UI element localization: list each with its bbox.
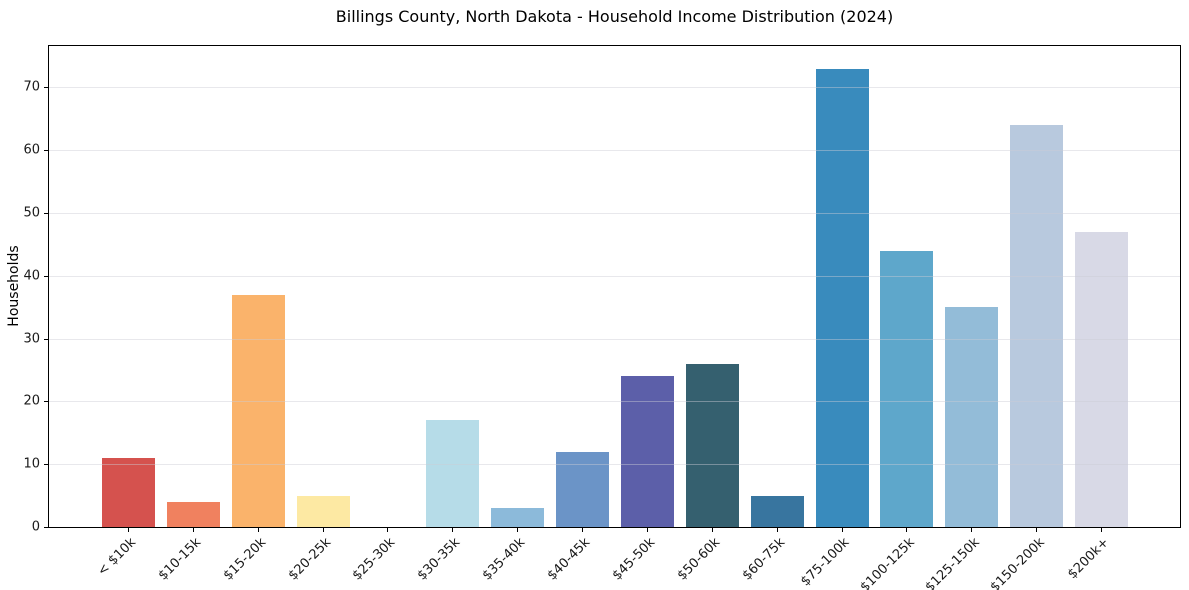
bar-40-45k	[556, 451, 610, 527]
x-tick-mark	[387, 528, 389, 532]
y-tick-mark	[44, 527, 48, 528]
y-tick-label: 30	[23, 331, 40, 347]
bar-20-25k	[296, 495, 350, 527]
bar-125-150k	[945, 307, 999, 527]
y-tick-label: 10	[23, 456, 40, 472]
x-tick-mark	[582, 528, 584, 532]
x-tick-mark	[257, 528, 259, 532]
bar-60-75k	[750, 495, 804, 527]
bar-150-200k	[1010, 125, 1064, 527]
y-tick-mark	[44, 87, 48, 89]
y-tick-label: 60	[23, 142, 40, 158]
bar-35-40k	[491, 508, 545, 527]
x-tick-label: $60-75k	[739, 535, 788, 584]
x-tick-mark	[906, 528, 908, 532]
x-tick-label: $150-200k	[987, 535, 1048, 590]
x-tick-mark	[841, 528, 843, 532]
x-tick-label: $125-150k	[922, 535, 983, 590]
x-tick-label: $15-20k	[220, 535, 269, 584]
y-tick-label: 0	[31, 519, 40, 535]
x-tick-mark	[1036, 528, 1038, 532]
bar-30-35k	[426, 420, 480, 527]
bar-10-15k	[166, 501, 220, 527]
chart-title: Billings County, North Dakota - Househol…	[335, 7, 894, 26]
x-tick-label: $10-15k	[155, 535, 204, 584]
y-tick-mark	[44, 338, 48, 340]
x-tick-label: $40-45k	[544, 535, 594, 584]
x-tick-label: $45-50k	[609, 535, 659, 584]
y-tick-label: 20	[23, 393, 40, 409]
bar-200k	[1075, 231, 1129, 527]
x-tick-mark	[452, 528, 454, 532]
y-tick-mark	[44, 401, 48, 403]
bar-15-20k	[231, 294, 285, 527]
x-tick-mark	[322, 528, 324, 532]
bar-75-100k	[815, 68, 869, 527]
bar-45-50k	[620, 376, 674, 527]
bars-layer	[49, 46, 1180, 527]
x-tick-label: $25-30k	[350, 535, 399, 584]
y-tick-label: 40	[23, 268, 40, 284]
y-tick-label: 70	[23, 79, 40, 95]
x-tick-label: $75-100k	[798, 535, 853, 590]
x-tick-mark	[1101, 528, 1103, 532]
y-axis-label: Households	[6, 245, 22, 327]
x-tick-mark	[646, 528, 648, 532]
x-tick-label: $50-60k	[674, 535, 723, 584]
bar-50-60k	[685, 363, 739, 527]
y-tick-mark	[44, 213, 48, 215]
x-tick-mark	[128, 528, 129, 532]
x-tick-mark	[517, 528, 519, 532]
y-tick-mark	[44, 275, 48, 277]
x-tick-label: $20-25k	[285, 535, 334, 584]
x-tick-label: $200k+	[1065, 535, 1113, 583]
x-tick-label: $30-35k	[414, 535, 464, 584]
plot-area	[48, 45, 1181, 528]
x-tick-label: $35-40k	[479, 535, 529, 584]
x-tick-label: < $10k	[95, 535, 140, 580]
y-tick-mark	[44, 150, 48, 152]
bar-100-125k	[880, 250, 934, 527]
x-tick-mark	[971, 528, 973, 532]
x-tick-mark	[776, 528, 778, 532]
x-tick-mark	[711, 528, 713, 532]
x-tick-label: $100-125k	[857, 535, 918, 590]
y-tick-label: 50	[23, 205, 40, 221]
x-tick-mark	[192, 528, 194, 532]
bar-10k	[102, 457, 155, 527]
y-tick-mark	[44, 464, 48, 466]
